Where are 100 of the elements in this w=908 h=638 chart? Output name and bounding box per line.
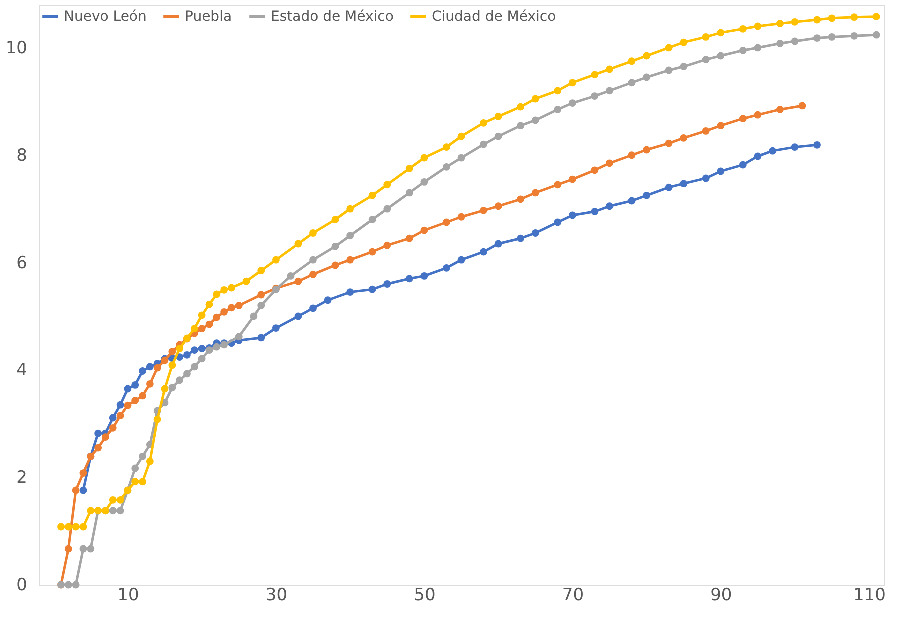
point [332,262,340,270]
point [442,163,450,171]
point [310,230,317,237]
point [176,345,184,352]
legend-label: Nuevo León [64,8,147,25]
point [168,362,176,370]
point [198,325,206,333]
point [754,111,762,119]
point [116,401,124,409]
point [850,14,858,22]
point [384,181,392,189]
point [420,178,428,186]
point [242,278,250,286]
point [139,368,146,375]
point [717,168,725,176]
point [776,40,784,48]
point [346,256,354,264]
point [154,416,162,424]
point [368,248,376,256]
point [384,205,392,213]
point [554,218,562,226]
point [146,380,154,388]
point [665,140,673,148]
point [643,192,651,200]
point [310,256,317,264]
point [568,212,576,220]
x-tick-label: 70 [562,586,584,606]
point [568,100,576,107]
point [480,140,488,148]
point [406,234,414,242]
legend-label: Estado de México [271,8,394,25]
point [517,122,525,130]
point [324,296,332,304]
point [717,29,725,37]
point [80,470,88,477]
point [220,308,228,316]
point [442,144,450,152]
y-tick-label: 4 [16,360,28,381]
point [72,523,80,531]
point [228,284,236,292]
point [368,192,376,200]
point [532,116,540,124]
point [494,132,502,140]
point [213,314,221,322]
point [109,424,117,432]
point [190,325,198,333]
point [643,146,651,154]
point [228,304,236,312]
point [628,197,636,205]
point [332,216,340,224]
point [139,392,146,400]
x-tick-label: 90 [710,586,732,606]
point [146,363,154,371]
point [139,452,146,460]
point [139,478,146,486]
point [176,376,184,384]
point [643,74,651,82]
point [494,202,502,210]
y-tick-label: 6 [16,253,28,274]
point [628,79,636,87]
point [258,334,266,342]
point [258,267,266,275]
point [80,523,88,531]
point [132,397,140,404]
point [190,346,198,354]
point [168,348,176,356]
point [517,196,525,204]
point [198,345,206,352]
point [591,166,599,174]
point [568,176,576,184]
point [420,226,428,234]
point [517,103,525,111]
point [406,165,414,172]
point [384,280,392,288]
point [591,92,599,100]
point [80,486,88,494]
point [628,152,636,160]
point [420,272,428,280]
point [754,44,762,52]
point [739,161,747,169]
point [213,290,221,298]
point [116,412,124,420]
point [791,18,799,26]
point [206,346,214,354]
y-tick-label: 2 [16,468,28,488]
point [124,402,132,410]
point [94,430,102,438]
point [64,581,72,589]
y-tick-label: 0 [16,576,28,596]
point [680,38,688,46]
point [87,545,95,553]
point [87,507,95,515]
point [109,507,117,515]
point [754,152,762,160]
point [480,248,488,256]
point [828,34,836,41]
point [146,458,154,466]
point [294,278,302,286]
point [190,363,198,371]
point [814,16,821,24]
